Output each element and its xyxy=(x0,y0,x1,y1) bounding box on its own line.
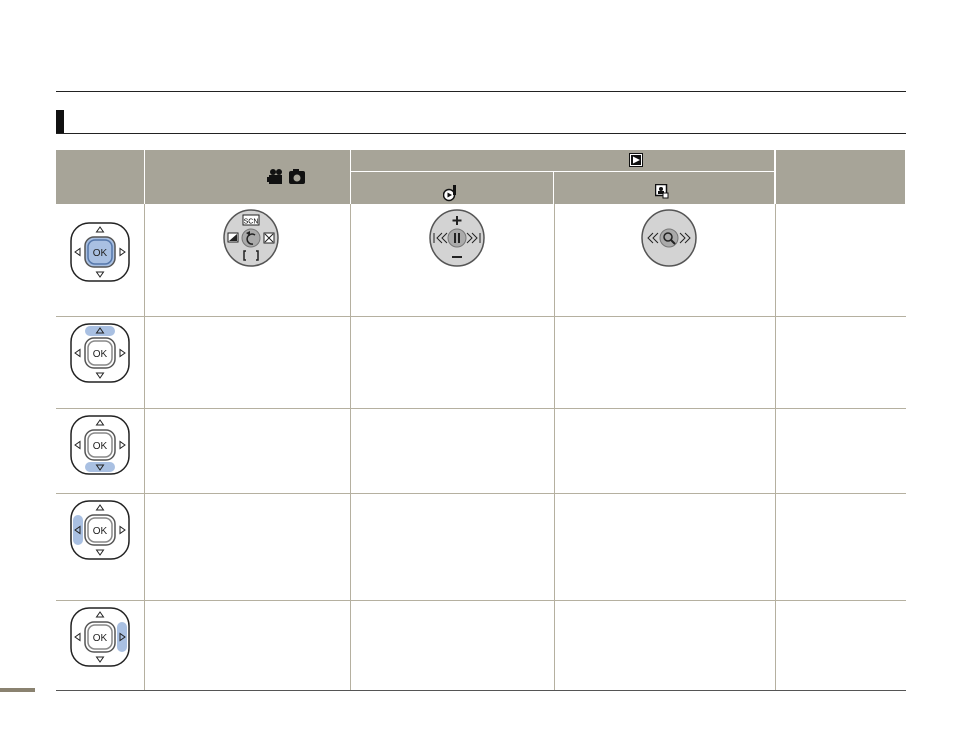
svg-text:OK: OK xyxy=(93,526,108,537)
row-divider xyxy=(56,493,906,494)
row-divider xyxy=(56,690,906,691)
header-column-divider xyxy=(775,150,776,204)
column-divider xyxy=(775,204,776,690)
header-record-cell xyxy=(145,150,350,204)
camcorder-camera-icon xyxy=(267,169,305,184)
header-button-cell xyxy=(56,150,144,204)
photo-play-icon xyxy=(655,184,669,199)
row-divider xyxy=(56,316,906,317)
column-divider xyxy=(350,204,351,690)
control-pad-up-icon: OK xyxy=(70,323,130,388)
control-pad-right-icon: OK xyxy=(70,607,130,672)
header-column-divider xyxy=(350,150,351,204)
play-icon xyxy=(629,153,643,167)
header-video-playback-cell xyxy=(351,172,553,204)
video-play-icon xyxy=(443,185,456,202)
svg-text:OK: OK xyxy=(93,441,108,452)
header-column-divider xyxy=(144,150,145,204)
column-divider xyxy=(554,204,555,690)
svg-text:OK: OK xyxy=(93,633,108,644)
page-tab-marker xyxy=(0,688,35,692)
row-divider xyxy=(56,408,906,409)
svg-text:OK: OK xyxy=(93,248,108,259)
row-divider xyxy=(56,600,906,601)
svg-text:SCN: SCN xyxy=(244,219,259,226)
header-photo-playback-cell xyxy=(554,172,774,204)
header-divider xyxy=(351,171,774,172)
svg-text:OK: OK xyxy=(93,349,108,360)
column-divider xyxy=(144,204,145,690)
top-rule xyxy=(56,91,906,92)
control-pad-left-icon: OK xyxy=(70,500,130,565)
section-marker xyxy=(56,110,64,134)
header-playback-cell xyxy=(351,150,774,171)
record-mode-dial-icon: SCN xyxy=(222,209,280,272)
video-playback-dial-icon xyxy=(428,209,486,272)
control-pad-center-icon: OK xyxy=(70,222,130,287)
photo-playback-dial-icon xyxy=(640,209,698,272)
section-rule xyxy=(56,133,906,134)
header-extra-cell xyxy=(775,150,905,204)
control-pad-down-icon: OK xyxy=(70,415,130,480)
